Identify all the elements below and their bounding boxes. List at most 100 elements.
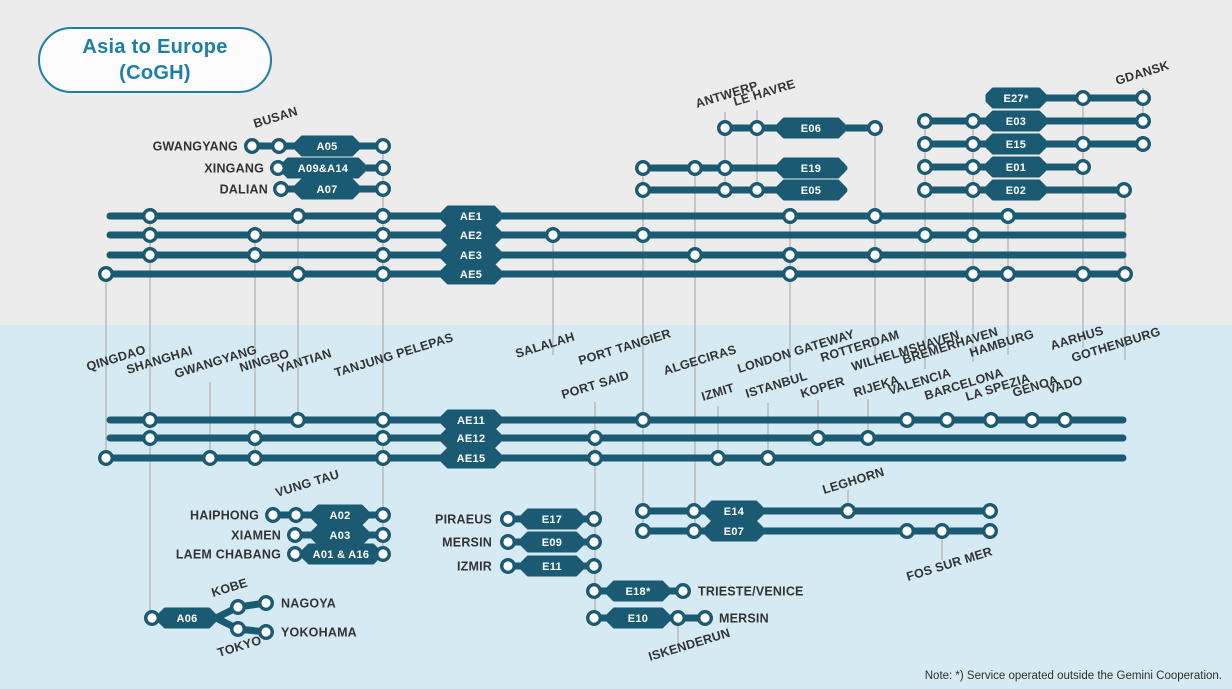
- route-pill-e01: [985, 156, 1047, 178]
- stop-circle-e09: [500, 534, 517, 551]
- route-pill-label-e11: E11: [542, 561, 562, 573]
- stop-circle-ae15: [201, 450, 218, 467]
- route-pill-label-ae2: AE2: [460, 230, 482, 242]
- stop-circle-e09: [586, 534, 603, 551]
- route-pill-ae12: [440, 427, 502, 449]
- stop-circle-ae11: [635, 412, 652, 429]
- stop-circle-a02: [375, 507, 392, 524]
- stop-circle-a06: [229, 599, 246, 616]
- route-pill-label-a03: A03: [329, 530, 350, 542]
- route-pill-e19: [776, 157, 846, 179]
- stop-circle-ae5: [375, 266, 392, 283]
- stop-circle-a06: [258, 595, 275, 612]
- route-pill-e11: [520, 555, 584, 577]
- port-label-gwangyang: GWANGYANG: [153, 140, 238, 154]
- stop-circle-e27: [1074, 89, 1091, 106]
- stop-circle-a09-a14: [375, 159, 392, 176]
- route-pill-label-e06: E06: [801, 123, 821, 135]
- route-pill-e27: [985, 87, 1047, 109]
- route-pill-label-a01-a16: A01 & A16: [313, 549, 370, 561]
- route-pill-label-ae15: AE15: [457, 453, 486, 465]
- stop-circle-ae11: [1056, 412, 1073, 429]
- route-pill-e18: [606, 580, 670, 602]
- route-pill-e10: [606, 607, 670, 629]
- route-pill-a02: [311, 504, 369, 526]
- route-pill-label-a05: A05: [316, 141, 337, 153]
- port-label-laem-chabang: LAEM CHABANG: [176, 548, 281, 562]
- stop-circle-a05: [271, 137, 288, 154]
- stop-circle-ae1: [1000, 207, 1017, 224]
- stop-circle-ae12: [375, 430, 392, 447]
- route-pill-label-ae1: AE1: [460, 211, 482, 223]
- stop-circle-ae15: [375, 450, 392, 467]
- stop-circle-a02: [288, 507, 305, 524]
- route-pill-a05: [294, 135, 360, 157]
- stop-circle-ae5: [1116, 266, 1133, 283]
- stop-circle-a06: [258, 624, 275, 641]
- stop-circle-e06: [717, 119, 734, 136]
- stop-circle-e14: [686, 503, 703, 520]
- stop-circle-e02: [965, 181, 982, 198]
- route-pill-label-e14: E14: [724, 506, 745, 518]
- stop-circle-e02: [1115, 181, 1132, 198]
- route-pill-label-e05: E05: [801, 185, 821, 197]
- stop-circle-e27: [1134, 89, 1151, 106]
- route-pill-label-e17: E17: [542, 514, 562, 526]
- stop-circle-a03: [287, 527, 304, 544]
- stop-circle-e14: [635, 503, 652, 520]
- stop-circle-ae5: [782, 266, 799, 283]
- stop-circle-e10: [697, 610, 714, 627]
- route-pill-e05: [776, 179, 846, 201]
- route-pill-label-e07: E07: [724, 526, 744, 538]
- stop-circle-e15: [917, 135, 934, 152]
- stop-circle-ae2: [141, 226, 158, 243]
- stop-circle-ae1: [375, 207, 392, 224]
- route-pill-label-a06: A06: [176, 613, 197, 625]
- route-pill-a01-a16: [301, 543, 381, 565]
- stop-circle-ae1: [782, 207, 799, 224]
- route-pill-e06: [776, 117, 846, 139]
- port-label-dalian: DALIAN: [220, 183, 268, 197]
- route-pill-label-e15: E15: [1006, 139, 1026, 151]
- stop-circle-ae12: [246, 430, 263, 447]
- stop-circle-ae2: [545, 226, 562, 243]
- port-label-mersin: MERSIN: [442, 536, 492, 550]
- stop-circle-ae11: [1023, 412, 1040, 429]
- port-label-yokohama: YOKOHAMA: [281, 626, 357, 640]
- route-pill-label-ae12: AE12: [457, 433, 486, 445]
- route-pill-e07: [704, 520, 764, 542]
- stop-circle-ae2: [375, 226, 392, 243]
- stop-circle-ae2: [917, 226, 934, 243]
- stop-circle-ae11: [290, 412, 307, 429]
- stop-circle-ae2: [246, 226, 263, 243]
- title-line2: (CoGH): [119, 62, 191, 84]
- stop-circle-e14: [982, 503, 999, 520]
- stop-circle-a07: [375, 180, 392, 197]
- stop-circle-e05: [635, 181, 652, 198]
- stop-circle-ae11: [141, 412, 158, 429]
- stop-circle-e19: [687, 159, 704, 176]
- stop-circle-a05: [243, 137, 260, 154]
- footnote: Note: *) Service operated outside the Ge…: [924, 670, 1222, 682]
- port-label-mersin: MERSIN: [719, 612, 769, 626]
- stop-circle-ae12: [810, 430, 827, 447]
- stop-circle-e03: [1134, 112, 1151, 129]
- route-pill-a07: [294, 178, 360, 200]
- stop-circle-ae1: [141, 207, 158, 224]
- stop-circle-a01-a16: [375, 546, 392, 563]
- stop-circle-ae5: [965, 266, 982, 283]
- route-pill-e15: [985, 133, 1047, 155]
- stop-circle-e10: [586, 610, 603, 627]
- stop-circle-ae5: [1000, 266, 1017, 283]
- route-pill-ae15: [440, 447, 502, 469]
- stop-circle-a06: [143, 610, 160, 627]
- stop-circle-ae5: [290, 266, 307, 283]
- stop-circle-ae3: [687, 246, 704, 263]
- route-pill-e02: [985, 179, 1047, 201]
- stop-circle-ae12: [587, 430, 604, 447]
- stop-circle-e15: [965, 135, 982, 152]
- port-label-haiphong: HAIPHONG: [190, 509, 259, 523]
- route-pill-ae5: [440, 263, 502, 285]
- title-line1: Asia to Europe: [82, 36, 228, 58]
- stop-circle-e15: [1134, 135, 1151, 152]
